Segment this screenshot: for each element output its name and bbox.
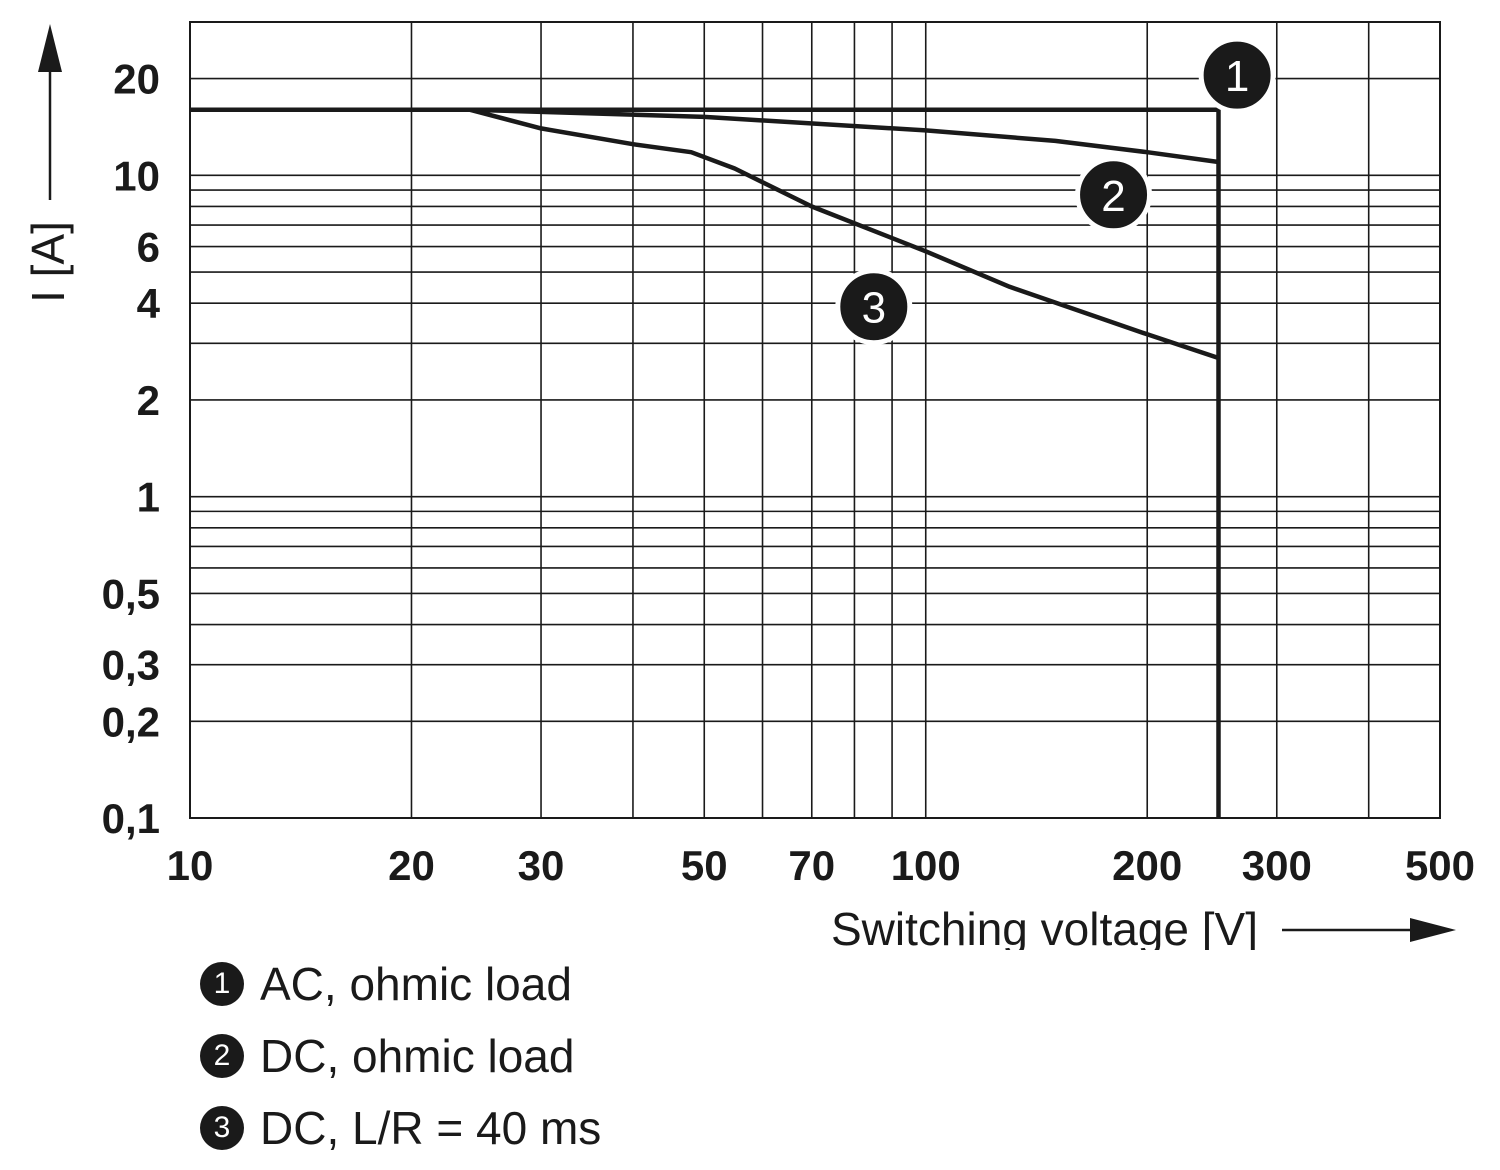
y-tick-label: 0,3 <box>102 642 160 689</box>
y-tick-label: 4 <box>137 280 161 327</box>
chart: 10 20 30 50 70 100 200 300 500 0,1 0,2 0,3 0,5 1 2 4 6 10… <box>22 21 1475 950</box>
legend-item-3: 3 DC, L/R = 40 ms <box>200 1092 601 1164</box>
x-tick-label: 300 <box>1242 842 1312 889</box>
x-axis-arrow-head <box>1410 918 1456 942</box>
legend-label-3: DC, L/R = 40 ms <box>260 1102 602 1154</box>
y-axis-arrow-head <box>38 24 62 72</box>
y-axis-label: I [A] <box>22 221 74 303</box>
series-group <box>190 107 1221 818</box>
tick-labels: 10 20 30 50 70 100 200 300 500 0,1 0,2 0,3 0,5 1 2 4 6 10… <box>102 56 1475 889</box>
x-axis-label: Switching voltage [V] <box>831 903 1258 950</box>
y-tick-label: 2 <box>137 377 160 424</box>
grid <box>190 22 1440 818</box>
legend-marker-3: 3 <box>200 1106 244 1150</box>
y-tick-label: 0,2 <box>102 698 160 745</box>
legend: 1 AC, ohmic load 2 DC, ohmic load 3 DC, … <box>200 948 601 1164</box>
series-marker-3 <box>835 268 913 346</box>
x-tick-label: 70 <box>788 842 835 889</box>
x-tick-label: 100 <box>891 842 961 889</box>
x-tick-label: 30 <box>518 842 565 889</box>
legend-marker-2: 2 <box>200 1034 244 1078</box>
series-line-3 <box>190 107 1220 361</box>
legend-label-2: DC, ohmic load <box>260 1030 575 1082</box>
series-marker-1 <box>1198 36 1276 114</box>
y-tick-label: 1 <box>137 474 160 521</box>
series-marker-label-2: 2 <box>1101 172 1125 221</box>
x-tick-label: 500 <box>1405 842 1475 889</box>
y-tick-label: 6 <box>137 224 160 271</box>
x-tick-label: 10 <box>167 842 214 889</box>
y-tick-label: 0,5 <box>102 570 160 617</box>
plot-frame <box>189 21 1441 819</box>
y-tick-label: 10 <box>113 152 160 199</box>
legend-item-2: 2 DC, ohmic load <box>200 1020 601 1092</box>
legend-item-1: 1 AC, ohmic load <box>200 948 601 1020</box>
series-marker-label-1: 1 <box>1225 52 1249 101</box>
series-markers: 1 2 3 <box>835 36 1276 346</box>
legend-label-1: AC, ohmic load <box>260 958 572 1010</box>
series-marker-2 <box>1075 156 1153 234</box>
y-tick-label: 20 <box>113 56 160 103</box>
series-marker-label-3: 3 <box>862 284 886 333</box>
legend-marker-1: 1 <box>200 962 244 1006</box>
y-tick-label: 0,1 <box>102 795 160 842</box>
x-tick-label: 200 <box>1112 842 1182 889</box>
x-tick-label: 50 <box>681 842 728 889</box>
x-tick-label: 20 <box>388 842 435 889</box>
